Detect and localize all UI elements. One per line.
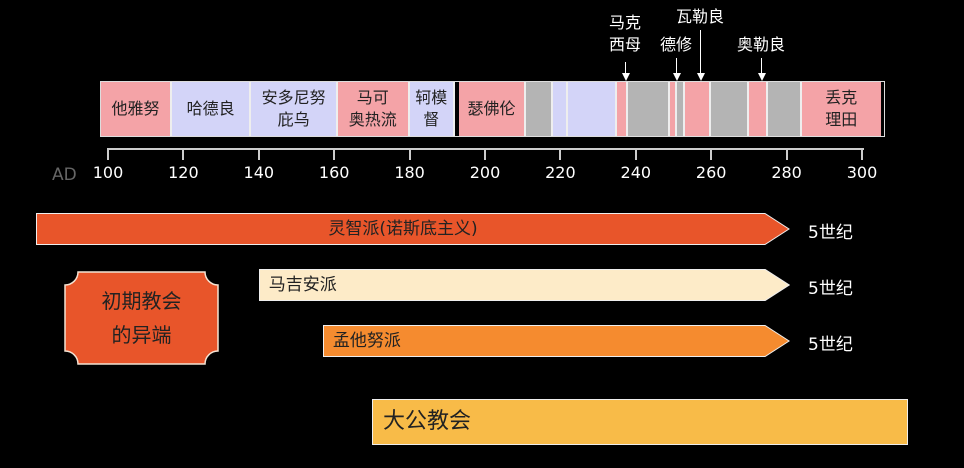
emperor-segment: 安多尼努 庇乌 [251,82,338,136]
heresy-label: 灵智派(诺斯底主义) [328,219,478,239]
heresy-label: 孟他努派 [332,331,401,351]
axis-tick [634,148,637,160]
emperor-segment: 轲模 督 [409,82,455,136]
axis-tick-label: 100 [92,163,124,182]
emperor-segment [669,82,678,136]
axis-tick [107,148,109,160]
axis-tick-label: 240 [620,163,652,182]
annotation-arrow-line [700,30,701,74]
heresy-arrow: 灵智派(诺斯底主义) [36,213,790,245]
emperor-annotation: 奥勒良 [736,35,786,54]
axis-tick-label: 160 [318,163,350,182]
emperor-segment [767,82,802,136]
emperor-segment [684,82,712,136]
emperor-segment: 瑟佛伦 [458,82,527,136]
heresy-arrow: 马吉安派 [258,269,790,301]
emperor-annotation: 马克 西母 [608,13,642,54]
emperor-segment [677,82,685,136]
early-heresies-label: 初期教会 的异端 [101,289,182,347]
axis-tick [182,148,185,160]
emperor-segment [552,82,568,136]
emperor-segment [748,82,768,136]
axis-tick [559,148,562,160]
emperor-segment [567,82,617,136]
heresy-arrow: 孟他努派 [322,325,790,357]
axis-tick-label: 140 [243,163,275,182]
axis-tick [861,148,863,160]
emperor-segment: 哈德良 [172,82,252,136]
axis-tick-label: 200 [469,163,501,182]
axis-tick-label: 300 [846,163,878,182]
axis-tick-label: 220 [545,163,576,182]
axis-line [108,148,864,150]
emperor-segment: 他雅努 [101,82,173,136]
annotation-arrow-line [625,62,626,74]
axis-tick [333,148,336,160]
axis-tick [785,148,788,160]
end-century-label: 5世纪 [808,223,853,243]
emperor-segment [616,82,629,136]
annotation-arrow-line [761,58,762,74]
emperor-segment [711,82,749,136]
end-century-label: 5世纪 [808,335,853,355]
emperor-segment [526,82,553,136]
emperor-annotation: 德修 [659,35,693,54]
catholic-church-bar: 大公教会 [372,399,908,445]
arrow-down-icon [672,73,681,81]
emperor-segment: 马可 奥热流 [337,82,410,136]
axis-tick [484,148,486,160]
axis-tick [710,148,713,160]
axis-tick-label: 280 [771,163,802,182]
axis-tick-label: 180 [394,163,425,182]
end-century-label: 5世纪 [808,279,853,299]
axis-tick [408,148,411,160]
arrow-down-icon [696,73,705,81]
emperor-segment [628,82,670,136]
annotation-arrow-line [676,58,677,74]
arrow-down-icon [757,73,766,81]
arrow-down-icon [621,73,630,81]
axis-tick [257,148,260,160]
axis-tick-label: 260 [695,163,727,182]
heresy-label: 马吉安派 [268,275,337,295]
catholic-church-label: 大公教会 [383,409,472,434]
early-heresies-box: 初期教会 的异端 [64,271,219,365]
emperor-annotation: 瓦勒良 [675,7,725,26]
axis-prefix: AD [52,165,77,185]
axis-tick-label: 120 [168,163,199,182]
emperor-segment: 丢克 理田 [801,82,881,136]
emperor-timeline-bar [100,81,885,137]
